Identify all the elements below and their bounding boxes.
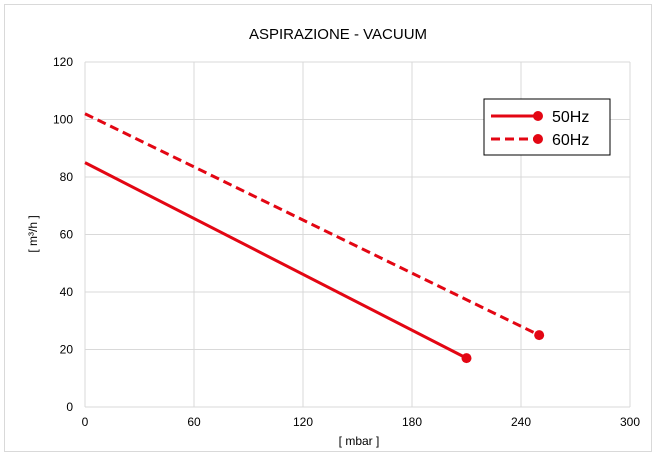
- y-axis-label: [ m³/h ]: [26, 215, 40, 252]
- y-tick-label: 80: [60, 170, 74, 184]
- legend-marker-50Hz: [533, 111, 543, 121]
- series-line-60Hz: [84, 112, 540, 337]
- x-tick-labels: 0 60 120 180 240 300: [82, 415, 641, 429]
- series-endpoint-60Hz: [534, 330, 545, 341]
- x-tick-label: 0: [82, 415, 89, 429]
- x-tick-label: 60: [187, 415, 201, 429]
- y-tick-label: 40: [60, 285, 74, 299]
- legend-box: [483, 98, 611, 156]
- series-lines: [84, 112, 545, 364]
- y-tick-labels: 0 20 40 60 80 100 120: [53, 55, 73, 414]
- legend-marker-60Hz: [533, 134, 543, 144]
- x-tick-label: 300: [620, 415, 640, 429]
- y-tick-label: 100: [53, 113, 73, 127]
- series-line-50Hz: [84, 161, 468, 360]
- y-tick-label: 0: [66, 400, 73, 414]
- legend-label-60Hz: 60Hz: [552, 132, 589, 149]
- legend-label-50Hz: 50Hz: [552, 109, 589, 126]
- chart-frame: [4, 4, 652, 452]
- y-tick-label: 20: [60, 343, 74, 357]
- x-tick-label: 180: [402, 415, 422, 429]
- chart-title: ASPIRAZIONE - VACUUM: [249, 26, 427, 43]
- x-tick-label: 240: [511, 415, 531, 429]
- legend: 50Hz 60Hz: [483, 98, 611, 156]
- y-tick-label: 60: [60, 228, 74, 242]
- series-endpoint-50Hz: [461, 353, 472, 364]
- x-tick-label: 120: [293, 415, 313, 429]
- x-axis-label: [ mbar ]: [339, 434, 380, 448]
- y-tick-label: 120: [53, 55, 73, 69]
